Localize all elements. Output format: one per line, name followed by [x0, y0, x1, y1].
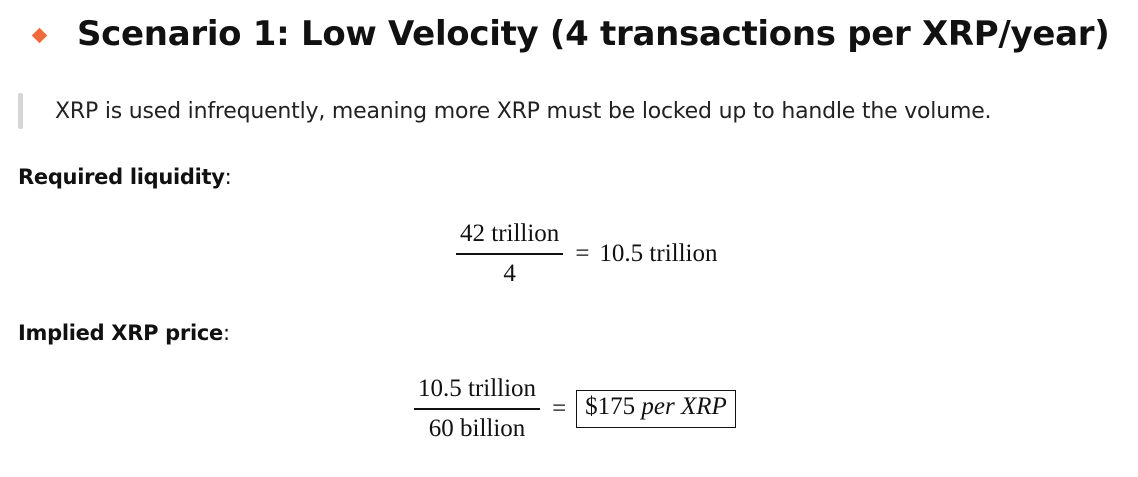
price-label-suffix: :	[222, 321, 230, 345]
fraction-bar	[414, 408, 541, 410]
price-denominator: 60 billion	[428, 414, 526, 442]
section-heading: Scenario 1: Low Velocity (4 transactions…	[31, 14, 1110, 54]
liquidity-denominator: 4	[503, 259, 516, 287]
price-numerator: 10.5 trillion	[418, 375, 537, 402]
price-result-box: $175 per XRP	[576, 389, 736, 428]
blockquote: XRP is used infrequently, meaning more X…	[18, 93, 992, 129]
liquidity-result: 10.5 trillion	[599, 239, 718, 267]
liquidity-equation: 42 trillion 4 = 10.5 trillion	[456, 220, 717, 288]
price-label-bold: Implied XRP price	[18, 321, 223, 345]
liquidity-label: Required liquidity:	[18, 165, 232, 189]
price-equation: 10.5 trillion 60 billion = $175 per XRP	[414, 375, 736, 443]
price-label: Implied XRP price:	[18, 321, 230, 345]
price-result-unit: per XRP	[641, 392, 727, 420]
equals-sign: =	[575, 239, 590, 267]
liquidity-label-suffix: :	[224, 165, 232, 189]
liquidity-numerator: 42 trillion	[460, 220, 560, 247]
fraction-bar	[456, 253, 564, 255]
liquidity-fraction: 42 trillion 4	[456, 220, 564, 288]
quote-bar	[18, 93, 23, 129]
diamond-bullet-icon	[31, 27, 48, 43]
equals-sign: =	[552, 394, 567, 422]
price-fraction: 10.5 trillion 60 billion	[414, 375, 541, 443]
heading-title: Scenario 1: Low Velocity (4 transactions…	[77, 14, 1110, 54]
quote-text: XRP is used infrequently, meaning more X…	[55, 98, 992, 124]
price-result-amount: $175	[585, 392, 636, 420]
liquidity-label-bold: Required liquidity	[18, 165, 225, 189]
